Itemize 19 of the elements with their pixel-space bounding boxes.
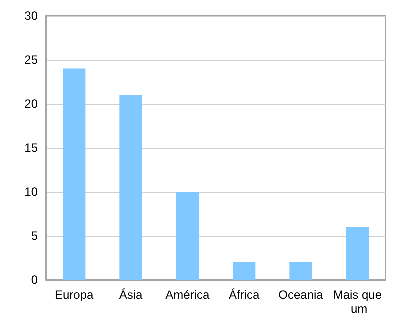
bar [176,192,199,280]
bar [120,95,142,280]
bar [233,262,256,280]
x-tick-label: Europa [54,288,94,302]
x-tick-label: Mais que um [333,288,382,316]
bar [290,262,312,280]
y-tick-label: 5 [31,229,38,243]
bar [346,227,369,280]
x-tick-label: Oceania [278,288,324,302]
x-tick-label: África [228,288,260,302]
y-tick-label: 0 [31,273,38,287]
y-tick-label: 25 [24,53,38,67]
y-tick-label: 15 [24,141,38,155]
x-tick-label: Ásia [119,288,143,302]
y-tick-label: 30 [24,9,38,23]
x-tick-label: América [166,288,210,302]
y-tick-label: 10 [24,185,38,199]
bar [63,68,86,280]
y-tick-label: 20 [24,97,38,111]
